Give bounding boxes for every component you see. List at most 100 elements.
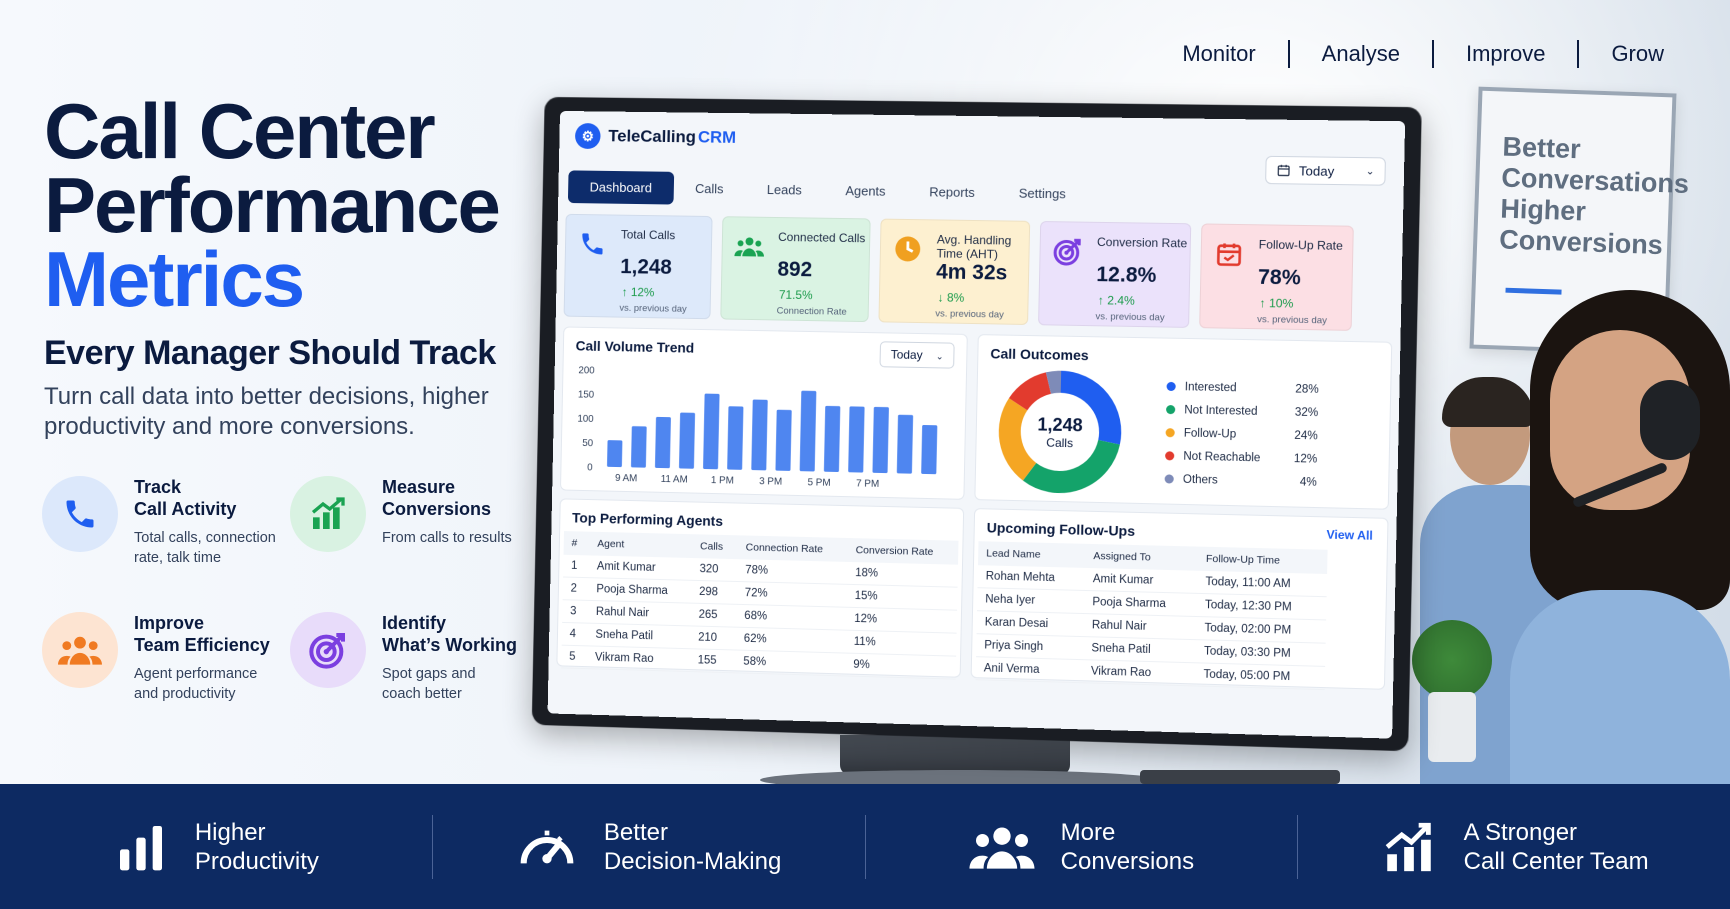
table-cell: Amit Kumar [1085, 568, 1198, 593]
footer-item-team: A Stronger Call Center Team [1298, 784, 1730, 909]
table-cell: Rahul Nair [588, 600, 691, 626]
legend-swatch [1166, 405, 1175, 414]
hero-lead: Turn call data into better decisions, hi… [44, 382, 514, 442]
view-all-link[interactable]: View All [1326, 527, 1373, 542]
table-cell: 1 [563, 555, 589, 578]
nav-analyse[interactable]: Analyse [1290, 41, 1432, 67]
app-logo[interactable]: ⚙ TeleCalling CRM [575, 123, 736, 151]
chevron-down-icon: ⌄ [1366, 166, 1375, 177]
growth-chart-icon [290, 476, 366, 552]
bar[interactable] [727, 406, 743, 470]
table-cell: 72% [737, 581, 847, 607]
nav-improve[interactable]: Improve [1434, 41, 1577, 67]
table-cell: Today, 11:00 AM [1197, 571, 1327, 597]
kpi-value: 12.8% [1096, 263, 1156, 288]
legend-label: Interested [1185, 381, 1237, 394]
tab-reports[interactable]: Reports [907, 176, 997, 208]
y-tick-label: 150 [578, 389, 595, 400]
y-tick-label: 50 [582, 438, 594, 449]
bar[interactable] [703, 394, 720, 470]
hero-title-line3: Metrics [44, 242, 499, 316]
footer-bar: Higher Productivity Better Decision-Maki… [0, 784, 1730, 909]
table-cell: 68% [736, 604, 846, 630]
bar[interactable] [655, 417, 671, 468]
kpi-follow-up-rate[interactable]: Follow-Up Rate 78% ↑ 10% vs. previous da… [1199, 223, 1354, 330]
bar-chart: 0501001502009 AM 11 AM 1 PM 3 PM 5 PM 7 PM [561, 355, 968, 501]
kpi-conversion-rate[interactable]: Conversion Rate 12.8% ↑ 2.4% vs. previou… [1038, 221, 1191, 328]
app-brand-accent: CRM [698, 128, 736, 148]
bar[interactable] [848, 406, 864, 472]
tab-leads[interactable]: Leads [745, 174, 824, 206]
kpi-aht[interactable]: Avg. Handling Time (AHT) 4m 32s ↓ 8% vs.… [878, 219, 1030, 325]
bar[interactable] [631, 426, 647, 468]
legend-item: Interested 28% [1166, 375, 1319, 401]
x-tick-label: 7 PM [856, 478, 879, 490]
poster-text: Better Conversations Higher Conversions [1499, 132, 1673, 262]
kpi-sub: vs. previous day [935, 308, 1004, 320]
legend-label: Not Interested [1184, 404, 1257, 418]
bar[interactable] [800, 391, 817, 472]
date-filter-value: Today [1299, 163, 1335, 179]
legend-label: Follow-Up [1184, 427, 1237, 440]
kpi-connected-calls[interactable]: Connected Calls 892 71.5% Connection Rat… [720, 216, 870, 322]
table-cell: Karan Desai [977, 611, 1085, 637]
feature-track: Track Call Activity Total calls, connecti… [42, 476, 287, 568]
donut-slice[interactable] [1018, 383, 1048, 405]
col-header: Connection Rate [738, 535, 848, 562]
col-header: Conversion Rate [847, 538, 958, 565]
bar[interactable] [775, 410, 791, 471]
feature-improve: Improve Team Efficiency Agent performance… [42, 612, 287, 704]
table-cell: 9% [845, 653, 956, 679]
hero-subtitle: Every Manager Should Track [44, 334, 496, 373]
team-icon [42, 612, 118, 688]
bar[interactable] [751, 399, 767, 470]
calendar-icon [1214, 239, 1245, 270]
card-title: Top Performing Agents [572, 510, 723, 529]
col-header: Calls [692, 534, 738, 559]
x-tick-label: 9 AM [615, 473, 638, 484]
date-filter[interactable]: Today ⌄ [1265, 156, 1386, 186]
table-cell: 18% [847, 562, 958, 587]
bar[interactable] [897, 415, 913, 474]
tab-calls[interactable]: Calls [673, 173, 745, 205]
feature-title: Measure Conversions [382, 476, 512, 520]
card-title: Upcoming Follow-Ups [987, 519, 1136, 539]
call-volume-card: Call Volume Trend Today ⌄ 0 50 100 150 200 9 … [560, 326, 968, 499]
table-cell: 265 [691, 603, 737, 627]
feature-desc: From calls to results [382, 528, 512, 548]
x-tick-label: 5 PM [807, 477, 830, 489]
table-cell: 298 [691, 580, 737, 604]
table-cell: Anil Verma [976, 657, 1084, 683]
bar[interactable] [921, 425, 937, 474]
bar[interactable] [679, 413, 695, 469]
kpi-value: 1,248 [620, 255, 672, 280]
kpi-total-calls[interactable]: Total Calls 1,248 ↑ 12% vs. previous day [564, 214, 713, 319]
tab-dashboard[interactable]: Dashboard [568, 170, 674, 204]
table-cell: 58% [735, 650, 845, 676]
y-tick-label: 0 [587, 462, 593, 473]
outcomes-legend: Interested 28% Not Interested 32% Follow-U… [1164, 375, 1319, 494]
table-cell: 78% [737, 559, 847, 584]
bar[interactable] [824, 406, 840, 472]
bar[interactable] [607, 440, 622, 467]
bar[interactable] [872, 407, 888, 473]
legend-swatch [1165, 474, 1174, 483]
feature-title: Improve Team Efficiency [134, 612, 270, 656]
growth-chart-icon [1380, 818, 1438, 876]
table-cell: 4 [562, 622, 588, 645]
bar-chart-icon [113, 819, 169, 875]
feature-measure: Measure Conversions From calls to results [290, 476, 535, 552]
nav-monitor[interactable]: Monitor [1150, 41, 1287, 67]
table-cell: Today, 12:30 PM [1197, 593, 1327, 620]
kpi-change: ↑ 10% [1259, 296, 1293, 311]
target-icon [1052, 236, 1083, 267]
tab-settings[interactable]: Settings [996, 177, 1088, 209]
footer-item-conversions: More Conversions [866, 784, 1298, 909]
tab-agents[interactable]: Agents [823, 175, 907, 207]
hero-title: Call Center Performance Metrics [44, 94, 499, 316]
kpi-sub: vs. previous day [1095, 311, 1164, 323]
nav-grow[interactable]: Grow [1579, 41, 1696, 67]
legend-swatch [1166, 428, 1175, 437]
agent-with-headset [1490, 290, 1730, 790]
donut-slice[interactable] [1048, 382, 1061, 384]
